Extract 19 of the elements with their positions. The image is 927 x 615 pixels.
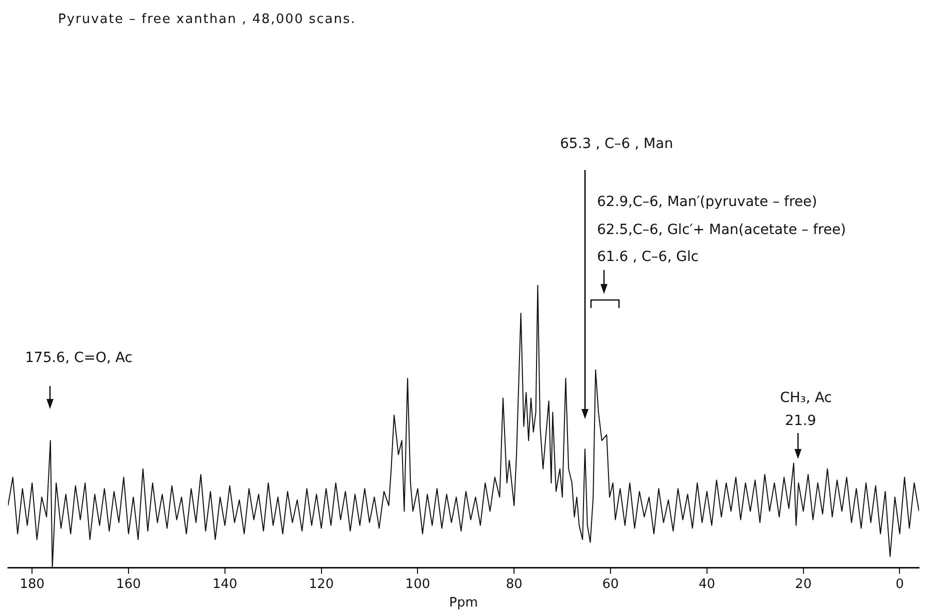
text: 61.6 , C–6, Glc xyxy=(597,249,699,265)
x-tick-label: 120 xyxy=(308,576,334,592)
annotation: 21.9 xyxy=(785,413,816,429)
x-tick-label: 160 xyxy=(116,576,141,592)
x-tick-label: 100 xyxy=(405,576,430,592)
x-tick-label: 20 xyxy=(795,576,812,592)
chart-title: Pyruvate – free xanthan , 48,000 scans. xyxy=(58,12,356,27)
x-tick-label: 140 xyxy=(212,576,238,592)
annotation: 175.6, C=O, Ac xyxy=(25,350,132,366)
text: 62.9,C–6, Man′(pyruvate – free) xyxy=(597,194,818,210)
x-tick-label: 40 xyxy=(698,576,716,592)
text: 62.5,C–6, Glc′+ Man(acetate – free) xyxy=(597,222,846,238)
annotation: CH₃, Ac xyxy=(780,390,832,406)
x-tick-label: 0 xyxy=(896,576,904,592)
x-tick-label: 80 xyxy=(506,576,522,592)
x-tick-label: 180 xyxy=(20,576,45,592)
x-axis-title: Ppm xyxy=(449,596,478,611)
x-tick-label: 60 xyxy=(602,576,619,592)
text: 65.3 , C–6 , Man xyxy=(560,136,674,152)
